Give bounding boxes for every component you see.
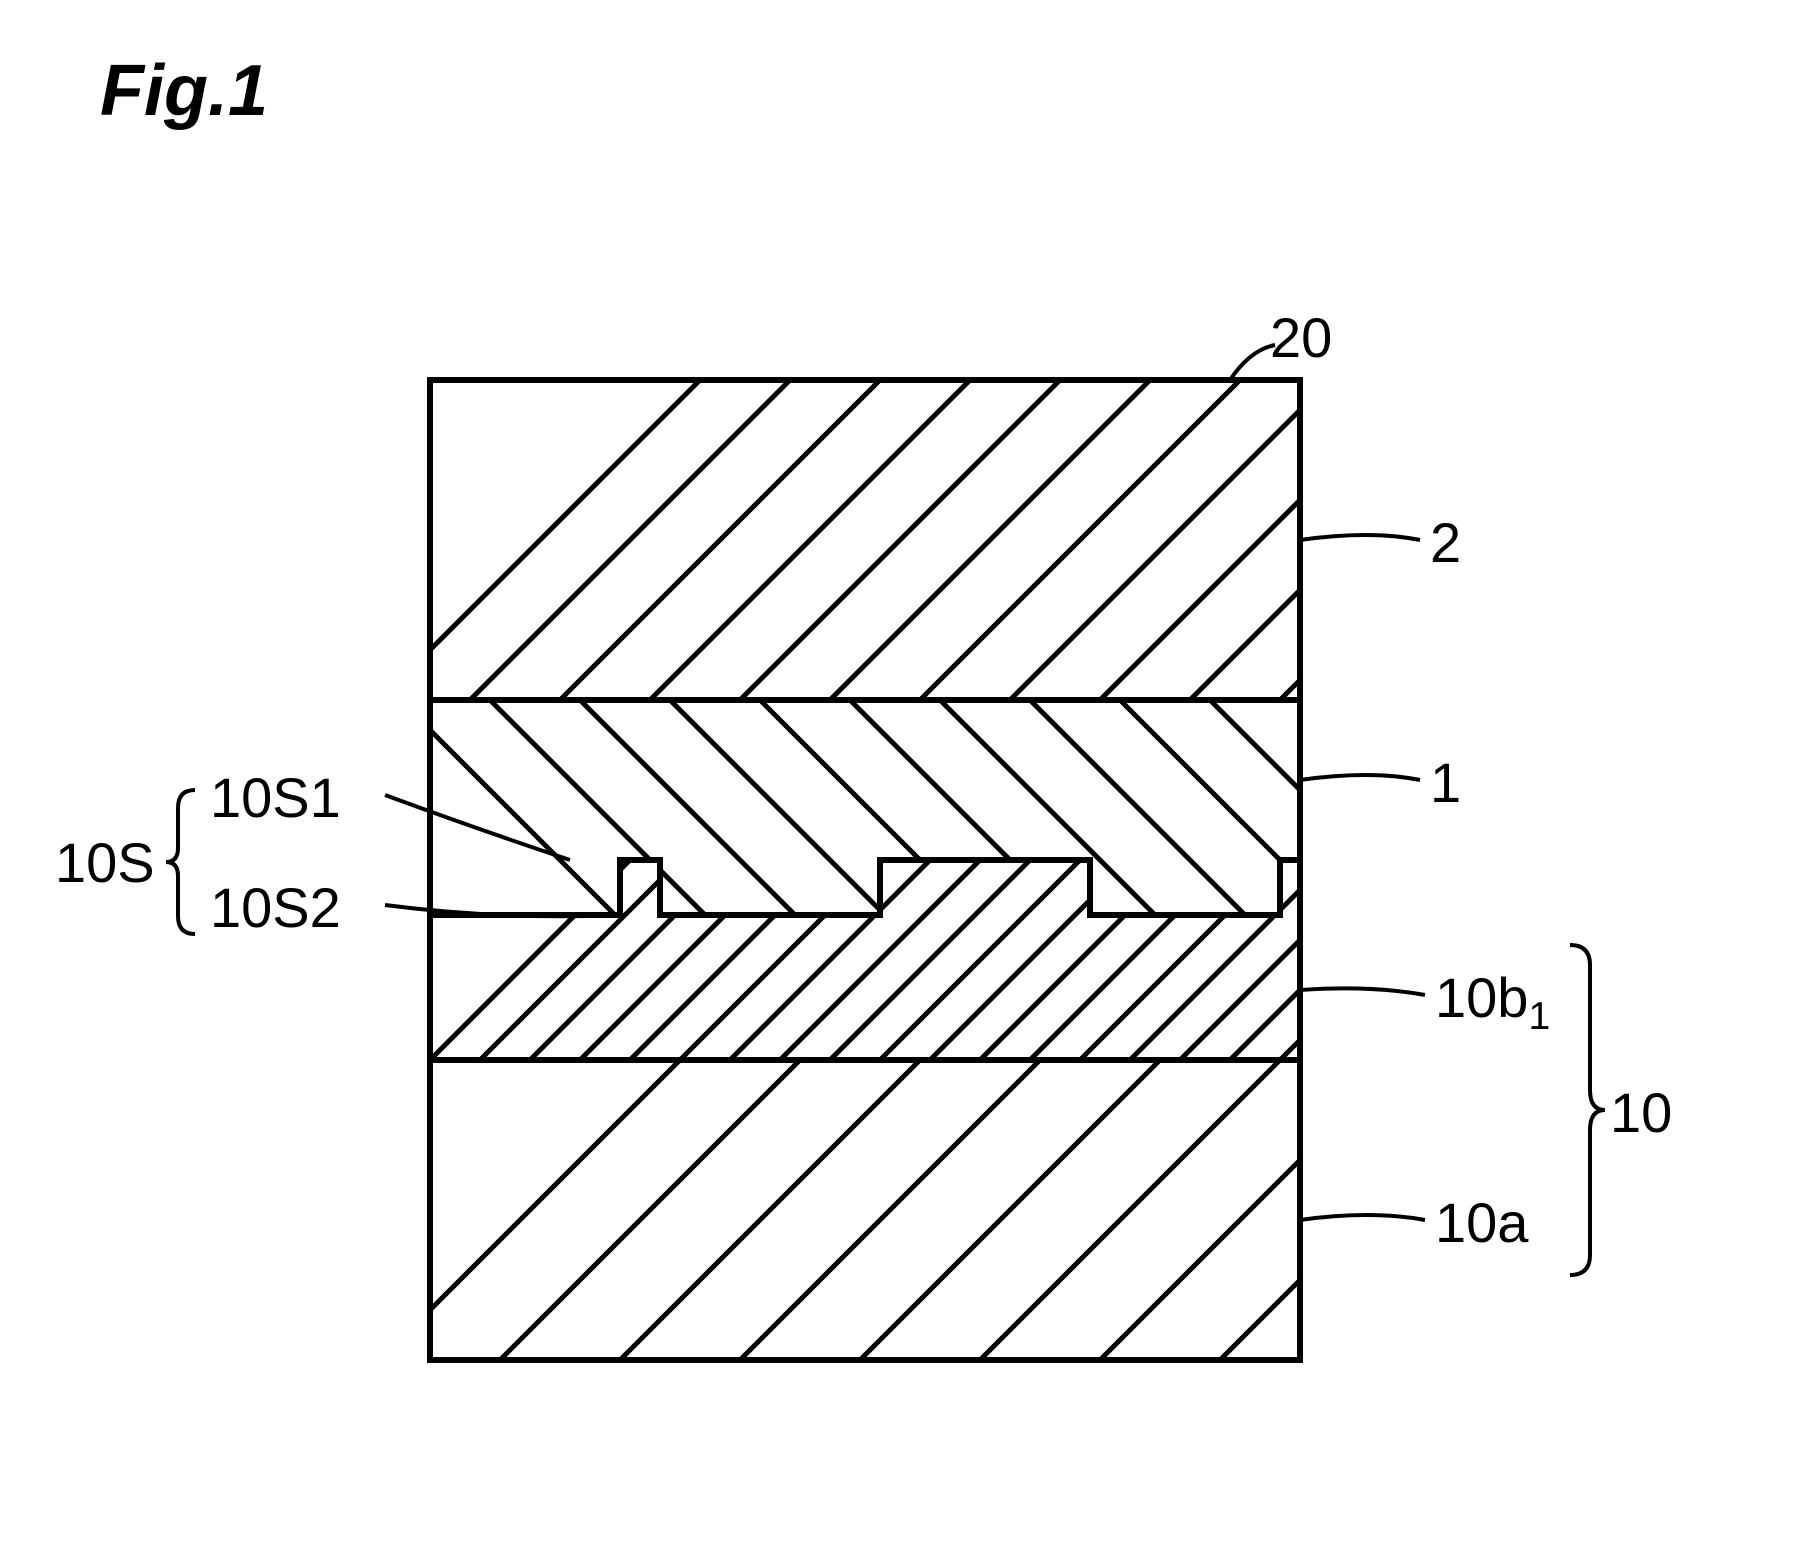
bracket-10S [166,790,195,934]
figure-container: Fig.1 [0,0,1793,1541]
leader-10a [1300,1215,1425,1220]
label-10b1-sub: 1 [1528,995,1550,1038]
leader-10b1 [1300,988,1425,995]
bracket-10 [1570,945,1605,1275]
label-10S: 10S [55,830,155,895]
label-2: 2 [1430,510,1461,575]
leader-1 [1300,775,1420,780]
label-10S1: 10S1 [210,765,341,830]
leader-20 [1230,345,1275,380]
label-10b1: 10b1 [1435,965,1550,1039]
label-10S2: 10S2 [210,875,341,940]
outer-box [430,380,1300,1360]
label-10a: 10a [1435,1190,1528,1255]
label-10: 10 [1610,1080,1672,1145]
label-10b1-main: 10b [1435,966,1528,1029]
label-20: 20 [1270,305,1332,370]
leader-2 [1300,535,1420,540]
label-1: 1 [1430,750,1461,815]
